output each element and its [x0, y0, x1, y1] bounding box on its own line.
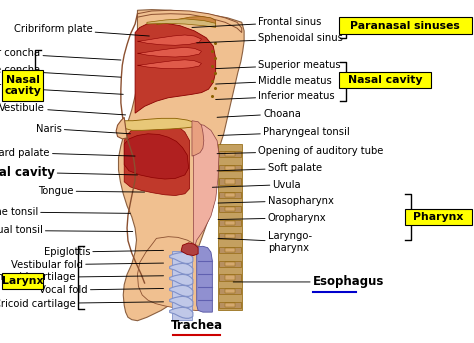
Polygon shape — [137, 10, 242, 33]
Text: Esophagus: Esophagus — [233, 275, 384, 288]
Text: Choana: Choana — [217, 109, 301, 119]
Text: Tongue: Tongue — [38, 186, 145, 196]
Text: Vestibule: Vestibule — [0, 103, 126, 115]
Text: Vestibular fold: Vestibular fold — [11, 260, 164, 270]
Text: Soft palate: Soft palate — [217, 163, 322, 173]
Text: Oral cavity: Oral cavity — [0, 166, 137, 179]
Polygon shape — [219, 274, 241, 281]
Polygon shape — [192, 121, 204, 156]
Text: Frontal sinus: Frontal sinus — [192, 17, 322, 27]
Polygon shape — [225, 207, 235, 211]
Text: Hard palate: Hard palate — [0, 147, 135, 158]
Text: Larynx: Larynx — [2, 276, 43, 286]
Polygon shape — [156, 16, 216, 26]
Polygon shape — [219, 192, 241, 198]
Polygon shape — [219, 247, 241, 253]
Polygon shape — [225, 234, 235, 238]
Text: Inferior meatus: Inferior meatus — [216, 91, 335, 101]
Polygon shape — [225, 179, 235, 184]
FancyBboxPatch shape — [339, 17, 472, 34]
FancyBboxPatch shape — [2, 70, 43, 101]
Polygon shape — [124, 120, 190, 196]
Polygon shape — [116, 117, 127, 139]
Polygon shape — [225, 166, 235, 170]
Polygon shape — [219, 178, 241, 185]
Polygon shape — [225, 275, 235, 280]
Polygon shape — [181, 243, 198, 256]
Polygon shape — [118, 10, 244, 321]
Text: Nasopharynx: Nasopharynx — [218, 196, 334, 206]
Text: Pharynx: Pharynx — [413, 212, 464, 222]
Polygon shape — [218, 144, 242, 310]
Polygon shape — [197, 246, 212, 312]
Polygon shape — [147, 19, 216, 27]
Polygon shape — [170, 307, 193, 318]
Polygon shape — [225, 248, 235, 252]
Text: Uvula: Uvula — [212, 179, 301, 190]
Text: Thyroid cartilage: Thyroid cartilage — [0, 272, 164, 283]
Polygon shape — [219, 220, 241, 226]
Text: Cribriform plate: Cribriform plate — [14, 24, 149, 36]
Polygon shape — [219, 302, 241, 308]
Polygon shape — [219, 233, 241, 239]
Text: Lingual tonsil: Lingual tonsil — [0, 225, 133, 236]
Text: Nasal
cavity: Nasal cavity — [4, 75, 41, 96]
Text: Pharyngeal tonsil: Pharyngeal tonsil — [218, 127, 350, 137]
Polygon shape — [225, 193, 235, 197]
Text: Inferior concha: Inferior concha — [0, 82, 123, 94]
Polygon shape — [137, 35, 201, 45]
FancyBboxPatch shape — [405, 209, 472, 225]
Polygon shape — [170, 296, 193, 307]
Polygon shape — [170, 274, 193, 285]
Polygon shape — [170, 285, 193, 296]
Text: Vocal fold: Vocal fold — [39, 285, 164, 295]
Polygon shape — [225, 289, 235, 293]
Text: Laryngo-
pharynx: Laryngo- pharynx — [218, 231, 312, 252]
Text: Paranasal sinuses: Paranasal sinuses — [350, 21, 460, 31]
Text: Middle meatus: Middle meatus — [216, 75, 332, 86]
Polygon shape — [219, 288, 241, 294]
Text: Naris: Naris — [36, 123, 130, 134]
Polygon shape — [137, 47, 201, 57]
Polygon shape — [219, 151, 241, 157]
FancyBboxPatch shape — [339, 72, 431, 88]
Polygon shape — [225, 262, 235, 266]
Polygon shape — [124, 134, 189, 179]
Text: Trachea: Trachea — [171, 319, 223, 332]
Text: Cricoid cartilage: Cricoid cartilage — [0, 298, 164, 309]
Polygon shape — [170, 252, 193, 263]
Text: Superior concha: Superior concha — [0, 48, 121, 60]
Polygon shape — [219, 261, 241, 267]
Polygon shape — [219, 206, 241, 212]
Polygon shape — [193, 123, 219, 250]
Polygon shape — [219, 165, 241, 171]
Polygon shape — [225, 152, 235, 156]
Polygon shape — [137, 237, 211, 310]
Polygon shape — [170, 263, 193, 274]
FancyBboxPatch shape — [2, 273, 43, 289]
Polygon shape — [124, 118, 193, 130]
Polygon shape — [225, 303, 235, 307]
Text: Sphenoidal sinus: Sphenoidal sinus — [197, 33, 343, 44]
Polygon shape — [137, 60, 201, 69]
Text: Middle concha: Middle concha — [0, 65, 121, 77]
Text: Epiglottis: Epiglottis — [44, 247, 164, 257]
Text: Nasal cavity: Nasal cavity — [348, 75, 422, 85]
Text: Oropharynx: Oropharynx — [218, 213, 327, 223]
Text: Opening of auditory tube: Opening of auditory tube — [217, 146, 384, 156]
Polygon shape — [172, 251, 192, 320]
Polygon shape — [135, 22, 216, 113]
Text: Palatine tonsil: Palatine tonsil — [0, 207, 130, 217]
Text: Superior meatus: Superior meatus — [216, 60, 341, 70]
Polygon shape — [225, 221, 235, 225]
